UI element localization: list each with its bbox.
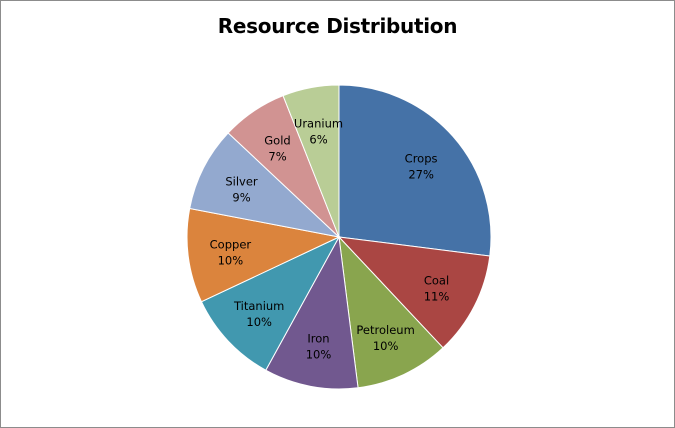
pie-slice-titanium — [200, 235, 341, 371]
pie-slices — [186, 84, 492, 390]
data-label-uranium: Uranium 6% — [294, 117, 343, 147]
data-label-category: Silver — [225, 174, 258, 188]
data-label-percent: 10% — [373, 339, 399, 353]
data-label-percent: 10% — [246, 315, 272, 329]
data-label-category: Crops — [405, 152, 438, 166]
data-label-iron: Iron 10% — [306, 332, 332, 362]
data-label-percent: 6% — [309, 133, 327, 147]
data-label-titanium: Titanium 10% — [233, 299, 284, 329]
data-label-percent: 27% — [408, 168, 434, 182]
pie-slice-coal — [337, 236, 491, 349]
pie-slice-silver — [189, 132, 341, 238]
data-label-category: Gold — [264, 134, 290, 148]
pie-slice-copper — [186, 207, 341, 303]
data-label-percent: 7% — [268, 150, 286, 164]
chart-title: Resource Distribution — [217, 14, 458, 38]
data-label-category: Petroleum — [356, 323, 414, 337]
data-label-petroleum: Petroleum 10% — [356, 323, 414, 353]
pie-slice-iron — [265, 235, 359, 390]
data-label-crops: Crops 27% — [405, 152, 438, 182]
data-label-gold: Gold 7% — [264, 134, 290, 164]
data-label-percent: 9% — [232, 190, 250, 204]
data-label-category: Uranium — [294, 117, 343, 131]
data-label-coal: Coal 11% — [424, 274, 450, 304]
pie-slice-uranium — [282, 84, 340, 238]
pie-labels: Crops 27%Coal 11%Petroleum 10%Iron 10%Titani… — [210, 117, 450, 362]
pie-slice-petroleum — [338, 235, 444, 389]
data-label-category: Copper — [210, 238, 252, 252]
data-label-percent: 10% — [306, 348, 332, 362]
data-label-category: Iron — [307, 332, 329, 346]
data-label-percent: 10% — [218, 254, 244, 268]
pie-slice-crops — [338, 84, 492, 257]
data-label-percent: 11% — [424, 290, 450, 304]
data-label-category: Coal — [424, 274, 449, 288]
data-label-silver: Silver 9% — [225, 174, 258, 204]
data-label-category: Titanium — [233, 299, 284, 313]
data-label-copper: Copper 10% — [210, 238, 252, 268]
